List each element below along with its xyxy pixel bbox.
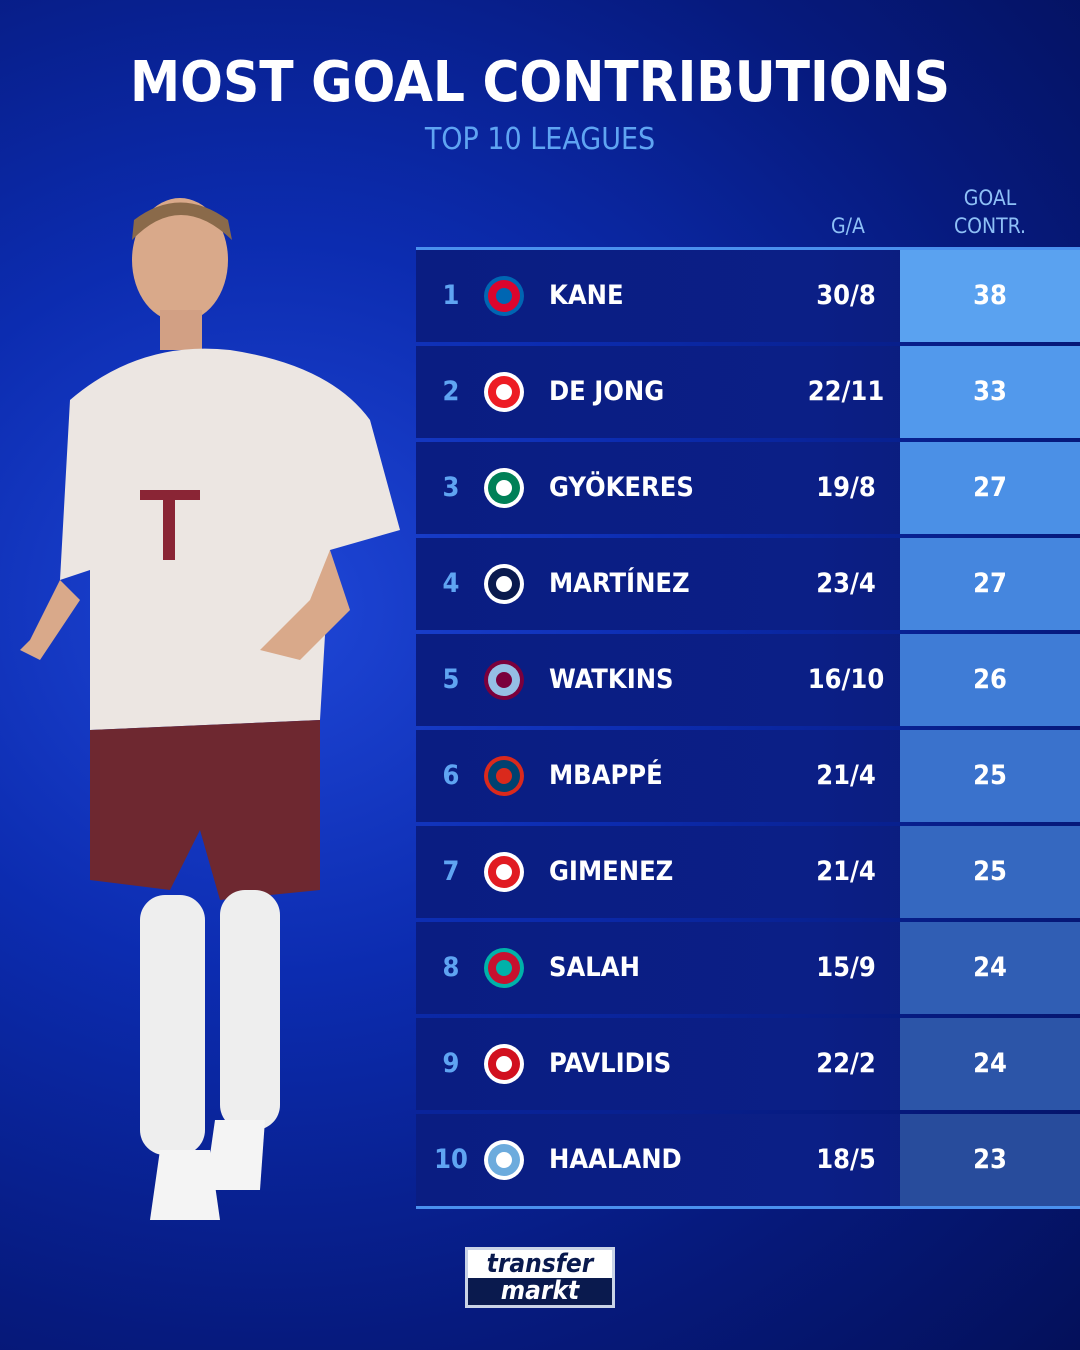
rank: 1: [442, 280, 460, 311]
goal-contributions: 27: [900, 442, 1080, 534]
table-row: 9 PAVLIDIS 22/2 24: [416, 1018, 1080, 1110]
table-row: 8 SALAH 15/9 24: [416, 922, 1080, 1014]
player-name: WATKINS: [549, 664, 674, 695]
goals-assists: 21/4: [816, 760, 876, 791]
az-alkmaar-crest-icon: [484, 1044, 524, 1084]
player-name: PAVLIDIS: [549, 1048, 672, 1079]
goals-assists: 30/8: [816, 280, 876, 311]
player-name: HAALAND: [549, 1144, 682, 1175]
rank: 10: [434, 1144, 468, 1175]
rank: 5: [442, 664, 460, 695]
player-name: GYÖKERES: [549, 472, 694, 503]
goal-contributions: 38: [900, 250, 1080, 342]
rank: 7: [442, 856, 460, 887]
goal-contributions: 24: [900, 922, 1080, 1014]
liverpool-crest-icon: [484, 948, 524, 988]
rank: 6: [442, 760, 460, 791]
table-row: 5 WATKINS 16/10 26: [416, 634, 1080, 726]
rank: 4: [442, 568, 460, 599]
goal-contributions: 23: [900, 1114, 1080, 1206]
psv-crest-icon: [484, 372, 524, 412]
column-header-goal-contr-line1: GOAL: [963, 186, 1017, 210]
player-name: SALAH: [549, 952, 640, 983]
table-row: 7 GIMENEZ 21/4 25: [416, 826, 1080, 918]
goals-assists: 15/9: [816, 952, 876, 983]
column-header-goal-contr-line2: CONTR.: [953, 214, 1027, 238]
page-title: MOST GOAL CONTRIBUTIONS: [130, 50, 950, 115]
player-photo: [20, 198, 400, 1220]
goals-assists: 22/11: [807, 376, 885, 407]
goal-contributions: 27: [900, 538, 1080, 630]
feyenoord-crest-icon: [484, 852, 524, 892]
player-figure: [20, 198, 400, 1220]
goals-assists: 18/5: [816, 1144, 876, 1175]
brand-line2: markt: [500, 1276, 580, 1306]
table-row: 10 HAALAND 18/5 23: [416, 1114, 1080, 1206]
bayern-munich-crest-icon: [484, 276, 524, 316]
goals-assists: 23/4: [816, 568, 876, 599]
goal-contributions: 24: [900, 1018, 1080, 1110]
psg-crest-icon: [484, 756, 524, 796]
rank: 8: [442, 952, 460, 983]
table-row: 6 MBAPPÉ 21/4 25: [416, 730, 1080, 822]
table-bottom-divider: [416, 1206, 1080, 1209]
goal-contributions: 26: [900, 634, 1080, 726]
table-row: 2 DE JONG 22/11 33: [416, 346, 1080, 438]
goal-contributions: 25: [900, 826, 1080, 918]
sporting-cp-crest-icon: [484, 468, 524, 508]
manchester-city-crest-icon: [484, 1140, 524, 1180]
aston-villa-crest-icon: [484, 660, 524, 700]
table-row: 4 MARTÍNEZ 23/4 27: [416, 538, 1080, 630]
goals-assists: 16/10: [807, 664, 885, 695]
brand-line1: transfer: [468, 1250, 612, 1278]
column-header-ga: G/A: [831, 214, 865, 238]
page-subtitle: TOP 10 LEAGUES: [424, 122, 656, 157]
rank: 9: [442, 1048, 460, 1079]
goal-contributions: 25: [900, 730, 1080, 822]
player-name: GIMENEZ: [549, 856, 674, 887]
transfermarkt-logo: transfer markt: [465, 1247, 615, 1308]
player-name: DE JONG: [549, 376, 665, 407]
table-row: 3 GYÖKERES 19/8 27: [416, 442, 1080, 534]
goal-contributions: 33: [900, 346, 1080, 438]
goals-assists: 19/8: [816, 472, 876, 503]
player-name: MBAPPÉ: [549, 760, 663, 791]
goals-assists: 21/4: [816, 856, 876, 887]
player-name: KANE: [549, 280, 624, 311]
inter-milan-crest-icon: [484, 564, 524, 604]
goals-assists: 22/2: [816, 1048, 876, 1079]
table-top-divider: [416, 247, 1080, 250]
ranking-table: 1 KANE 30/8 38 2 DE JONG 22/11 33 3 GYÖKER…: [416, 247, 1080, 1209]
rank: 2: [442, 376, 460, 407]
player-name: MARTÍNEZ: [549, 568, 690, 599]
table-row: 1 KANE 30/8 38: [416, 250, 1080, 342]
rank: 3: [442, 472, 460, 503]
column-header-goal-contr: GOAL CONTR.: [900, 184, 1080, 240]
